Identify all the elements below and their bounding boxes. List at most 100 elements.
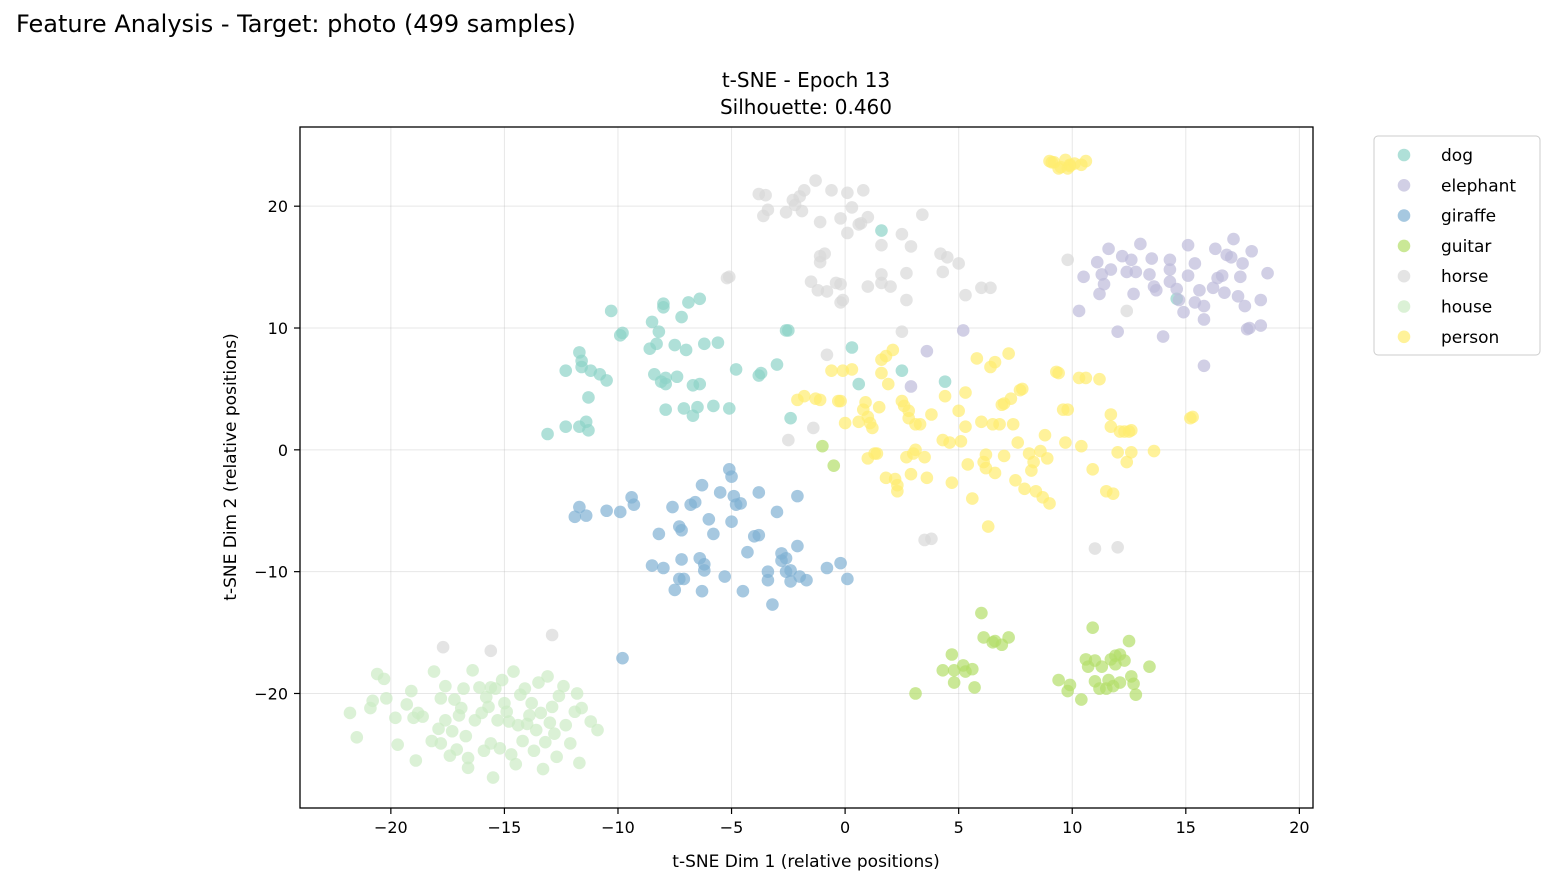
data-point-person <box>1124 445 1138 459</box>
data-point-person <box>1124 424 1138 437</box>
data-point-house <box>445 724 459 738</box>
data-point-house <box>573 756 586 770</box>
data-point-person <box>966 492 979 505</box>
data-point-person <box>813 393 827 407</box>
data-point-elephant <box>1163 253 1177 267</box>
data-point-dog <box>659 371 672 385</box>
data-point-giraffe <box>784 564 797 577</box>
x-tick-label: 15 <box>1176 818 1196 837</box>
data-point-horse <box>834 277 847 291</box>
data-point-elephant <box>1197 359 1211 373</box>
series-person <box>791 153 1199 533</box>
data-point-horse <box>722 270 736 284</box>
data-point-person <box>1015 382 1029 396</box>
series-dog <box>541 224 1184 441</box>
data-point-horse <box>818 247 831 260</box>
data-point-house <box>434 692 448 705</box>
x-tick-label: −20 <box>374 818 408 837</box>
data-point-horse <box>861 280 875 293</box>
data-point-horse <box>861 210 875 224</box>
data-point-dog <box>691 400 704 414</box>
data-point-person <box>1111 445 1124 459</box>
data-point-dog <box>679 343 693 357</box>
data-point-horse <box>984 281 997 295</box>
data-point-horse <box>804 275 818 289</box>
data-point-giraffe <box>668 583 682 597</box>
data-point-house <box>536 762 550 776</box>
data-point-elephant <box>1177 305 1190 319</box>
data-point-elephant <box>1149 283 1163 297</box>
data-point-horse <box>820 348 834 362</box>
data-point-house <box>548 727 561 740</box>
data-point-horse <box>836 293 850 307</box>
data-point-person <box>904 467 918 481</box>
data-point-horse <box>1120 304 1134 318</box>
plot-frame <box>299 126 1314 809</box>
data-point-giraffe <box>627 498 641 511</box>
axis-ticks: −20 −15 −10 −5 0 5 10 15 20 −20 −10 0 10 20 <box>254 197 1309 837</box>
data-point-dog <box>784 411 797 425</box>
data-point-horse <box>820 285 834 298</box>
data-point-giraffe <box>695 584 709 598</box>
x-tick-label: 20 <box>1289 818 1309 837</box>
data-point-horse <box>436 640 450 654</box>
data-point-elephant <box>1227 232 1240 246</box>
data-point-person <box>1006 417 1020 431</box>
data-point-guitar <box>947 676 961 689</box>
data-point-giraffe <box>725 515 738 529</box>
data-point-house <box>541 670 554 683</box>
data-point-elephant <box>1072 304 1086 318</box>
data-point-person <box>825 364 838 377</box>
legend-marker-person <box>1397 330 1411 344</box>
data-point-person <box>1059 436 1072 449</box>
data-point-house <box>416 710 429 723</box>
data-point-elephant <box>1104 263 1118 276</box>
data-point-horse <box>841 226 854 240</box>
y-axis-label: t-SNE Dim 2 (relative positions) <box>221 333 241 600</box>
data-point-horse <box>875 238 888 252</box>
data-point-guitar <box>975 606 988 620</box>
data-point-dog <box>600 374 613 387</box>
data-point-person <box>981 520 995 533</box>
data-point-house <box>529 723 543 737</box>
data-point-house <box>527 744 541 758</box>
data-point-house <box>439 713 452 727</box>
data-point-house <box>389 711 402 725</box>
data-point-elephant <box>1097 277 1111 291</box>
data-point-person <box>1104 408 1118 421</box>
data-point-person <box>913 417 927 431</box>
data-point-giraffe <box>841 572 854 586</box>
data-point-giraffe <box>666 500 679 514</box>
data-point-giraffe <box>725 470 738 483</box>
data-point-giraffe <box>695 478 709 492</box>
data-point-dog <box>682 296 695 309</box>
data-point-house <box>575 701 588 715</box>
data-point-horse <box>916 208 929 222</box>
y-tick-label: −10 <box>254 563 288 582</box>
data-point-person <box>891 484 904 498</box>
data-point-giraffe <box>761 573 775 587</box>
data-point-elephant <box>1224 251 1238 264</box>
legend-marker-guitar <box>1397 239 1411 253</box>
data-point-house <box>486 771 500 784</box>
data-point-dog <box>582 391 595 404</box>
data-point-guitar <box>1122 634 1136 648</box>
x-tick-label: 10 <box>1062 818 1082 837</box>
data-point-guitar <box>1118 654 1131 667</box>
data-point-house <box>439 679 452 693</box>
data-point-guitar <box>1002 631 1015 644</box>
data-point-horse <box>484 644 498 658</box>
data-point-horse <box>834 212 847 225</box>
data-point-person <box>1027 455 1040 469</box>
data-point-dog <box>875 224 888 237</box>
data-point-house <box>454 701 468 715</box>
data-point-house <box>459 729 473 743</box>
data-point-person <box>975 415 988 429</box>
x-tick-label: −15 <box>488 818 522 837</box>
data-point-elephant <box>1206 281 1220 295</box>
data-point-guitar <box>936 664 950 677</box>
data-point-house <box>400 698 414 711</box>
data-point-elephant <box>1188 257 1202 270</box>
series-guitar <box>816 439 1156 706</box>
data-point-dog <box>722 402 736 415</box>
